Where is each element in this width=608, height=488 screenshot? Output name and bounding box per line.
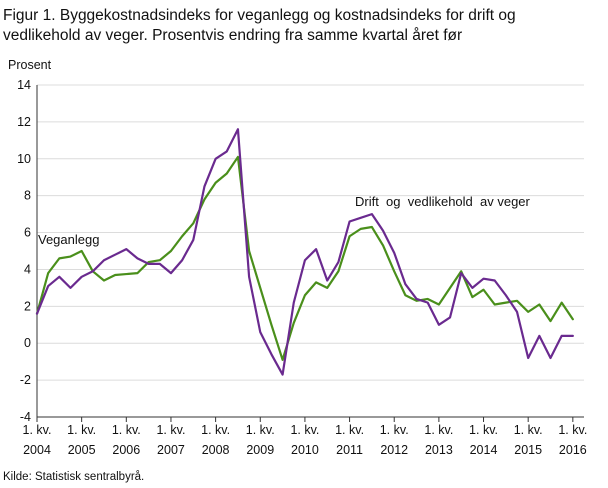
grid-lines bbox=[37, 84, 584, 418]
series-line-veganlegg bbox=[35, 155, 574, 361]
y-tick-label: 8 bbox=[24, 189, 31, 203]
y-tick-label: -4 bbox=[20, 410, 31, 424]
series-lines bbox=[35, 128, 574, 376]
x-tick-label-quarter: 1. kv. bbox=[514, 423, 543, 437]
x-tick-label-year: 2006 bbox=[112, 443, 140, 457]
x-tick-label-year: 2010 bbox=[291, 443, 319, 457]
x-tick-label-year: 2013 bbox=[425, 443, 453, 457]
y-tick-label: 12 bbox=[17, 115, 31, 129]
x-tick-label-quarter: 1. kv. bbox=[201, 423, 230, 437]
x-tick-label-year: 2004 bbox=[23, 443, 51, 457]
x-axis: 1. kv. 2004 1. kv. 2005 1. kv. 2006 1. kv. 2007… bbox=[23, 416, 587, 457]
x-tick-label-quarter: 1. kv. bbox=[290, 423, 319, 437]
source-note: Kilde: Statistisk sentralbyrå. bbox=[3, 471, 145, 483]
chart-title-line-2: vedlikehold av veger. Prosentvis endring… bbox=[3, 27, 463, 44]
x-tick-label-year: 2012 bbox=[380, 443, 408, 457]
x-tick-label-quarter: 1. kv. bbox=[156, 423, 185, 437]
x-tick-label-year: 2011 bbox=[336, 443, 363, 457]
series-line-drift bbox=[35, 128, 574, 376]
x-tick-label-year: 2009 bbox=[246, 443, 274, 457]
x-tick-label-quarter: 1. kv. bbox=[112, 423, 141, 437]
x-tick-label-quarter: 1. kv. bbox=[246, 423, 275, 437]
y-axis-ticks: -4 -2 0 2 4 6 8 10 12 14 bbox=[17, 78, 38, 424]
x-tick-label-year: 2007 bbox=[157, 443, 185, 457]
y-tick-label: -2 bbox=[20, 373, 31, 387]
x-tick-label-year: 2015 bbox=[514, 443, 542, 457]
x-tick-label-quarter: 1. kv. bbox=[558, 423, 587, 437]
y-axis-label: Prosent bbox=[8, 58, 52, 72]
x-tick-label-quarter: 1. kv. bbox=[469, 423, 498, 437]
x-tick-label-year: 2008 bbox=[202, 443, 230, 457]
y-tick-label: 6 bbox=[24, 226, 31, 240]
x-tick-label-quarter: 1. kv. bbox=[67, 423, 96, 437]
x-tick-label-year: 2014 bbox=[470, 443, 498, 457]
series-label-drift: Drift og vedlikehold av veger bbox=[355, 194, 531, 209]
chart-title-line-1: Figur 1. Byggekostnadsindeks for veganle… bbox=[3, 7, 516, 24]
chart-title: Figur 1. Byggekostnadsindeks for veganle… bbox=[3, 6, 603, 46]
x-tick-label-quarter: 1. kv. bbox=[23, 423, 52, 437]
x-tick-label-year: 2016 bbox=[559, 443, 587, 457]
y-tick-label: 14 bbox=[17, 78, 31, 92]
x-tick-label-quarter: 1. kv. bbox=[380, 423, 409, 437]
y-tick-label: 0 bbox=[24, 336, 31, 350]
x-tick-label-quarter: 1. kv. bbox=[335, 423, 364, 437]
series-label-veganlegg: Veganlegg bbox=[38, 232, 99, 247]
y-tick-label: 10 bbox=[17, 152, 31, 166]
y-tick-label: 4 bbox=[24, 262, 31, 276]
x-tick-label-year: 2005 bbox=[68, 443, 96, 457]
x-tick-label-quarter: 1. kv. bbox=[424, 423, 453, 437]
y-tick-label: 2 bbox=[24, 299, 31, 313]
